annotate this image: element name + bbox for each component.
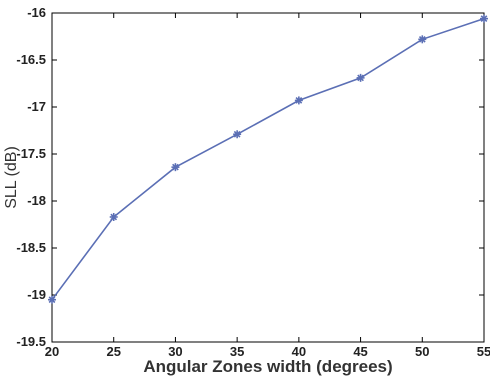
- x-axis: 20 25 30 35 40 45 50 55: [45, 13, 490, 359]
- series-line: [51, 17, 485, 301]
- x-tick-label: 40: [292, 344, 306, 359]
- x-tick-label: 45: [353, 344, 367, 359]
- x-tick-label: 25: [106, 344, 120, 359]
- x-tick-label: 30: [168, 344, 182, 359]
- y-tick-label: -19.5: [16, 334, 46, 349]
- y-tick-label: -19: [27, 287, 46, 302]
- data-point: [48, 295, 56, 304]
- y-tick-label: -17: [27, 99, 46, 114]
- data-point: [480, 14, 488, 23]
- y-axis-label: SLL (dB): [3, 146, 20, 209]
- y-tick-label: -17.5: [16, 146, 46, 161]
- y-tick-label: -16.5: [16, 52, 46, 67]
- x-tick-label: 35: [230, 344, 244, 359]
- plot-area: [51, 12, 485, 343]
- x-tick-label: 55: [477, 344, 490, 359]
- x-axis-label: Angular Zones width (degrees): [143, 357, 392, 376]
- data-point: [109, 212, 118, 221]
- x-tick-label: 20: [45, 344, 59, 359]
- y-tick-label: -18.5: [16, 240, 46, 255]
- y-tick-label: -18: [27, 193, 46, 208]
- y-tick-label: -16: [27, 5, 46, 20]
- data-point: [171, 163, 180, 172]
- data-point: [294, 96, 303, 105]
- data-point: [418, 35, 427, 44]
- data-point: [233, 130, 242, 139]
- data-point: [356, 73, 365, 82]
- y-axis: -16 -16.5 -17 -17.5 -18 -18.5 -19 -19.5: [16, 5, 484, 349]
- series-markers: [48, 14, 488, 304]
- x-tick-label: 50: [415, 344, 429, 359]
